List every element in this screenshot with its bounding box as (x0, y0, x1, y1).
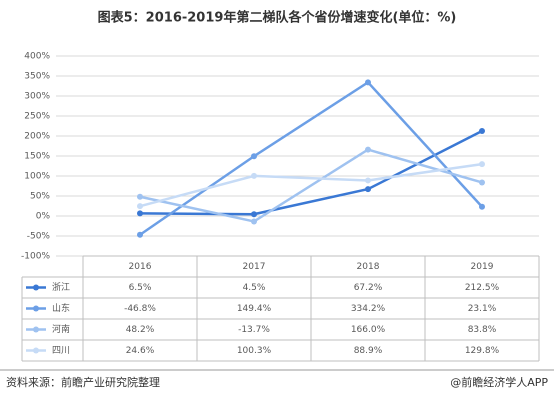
legend-label: 浙江 (52, 281, 70, 293)
table-value: 100.3% (237, 346, 272, 356)
y-tick-label: 250% (24, 112, 50, 122)
table-value: 212.5% (465, 283, 500, 293)
x-tick-label: 2016 (129, 262, 152, 272)
data-point (365, 177, 371, 184)
data-point (251, 153, 257, 160)
data-point (479, 179, 485, 186)
legend-marker (33, 305, 39, 312)
legend-marker (33, 284, 39, 291)
y-tick-label: 400% (24, 52, 50, 62)
legend-marker (33, 347, 39, 354)
source: 资料来源：前瞻产业研究院整理 (6, 375, 160, 389)
data-point (137, 231, 143, 238)
y-tick-label: 300% (24, 92, 50, 102)
table-value: 129.8% (465, 346, 500, 356)
legend-marker (33, 326, 39, 333)
data-point (479, 161, 485, 168)
brand: @前瞻经济学人APP (450, 375, 548, 389)
data-point (251, 218, 257, 225)
legend-label: 四川 (52, 346, 70, 356)
x-tick-label: 2018 (357, 262, 380, 272)
table-value: 83.8% (468, 325, 497, 335)
legend-label: 山东 (52, 302, 70, 314)
table-value: 23.1% (468, 304, 497, 314)
table-value: 334.2% (351, 304, 386, 314)
y-tick-label: 150% (24, 152, 50, 162)
legend-label: 河南 (52, 323, 70, 335)
table-value: 166.0% (351, 325, 386, 335)
table-value: 67.2% (354, 283, 383, 293)
data-point (365, 146, 371, 153)
x-tick-label: 2019 (471, 262, 494, 272)
data-point (479, 203, 485, 210)
table-value: -46.8% (124, 304, 156, 314)
series-line (139, 80, 483, 236)
series-line (139, 148, 483, 223)
y-tick-label: 200% (24, 132, 50, 142)
table-value: 48.2% (126, 325, 155, 335)
data-point (137, 193, 143, 200)
y-tick-label: 50% (30, 192, 50, 202)
data-point (137, 203, 143, 210)
table-value: 88.9% (354, 346, 383, 356)
y-tick-label: 0% (36, 212, 51, 222)
table-value: -13.7% (238, 325, 270, 335)
table-value: 4.5% (243, 283, 266, 293)
y-tick-label: -100% (21, 252, 50, 262)
data-point (251, 172, 257, 179)
series-line (139, 129, 483, 216)
x-tick-label: 2017 (243, 262, 266, 272)
chart-title: 图表5：2016-2019年第二梯队各个省份增速变化(单位：%) (98, 10, 457, 26)
data-point (479, 128, 485, 134)
table-value: 24.6% (126, 346, 155, 356)
series-line (139, 162, 483, 208)
table-value: 149.4% (237, 304, 272, 314)
table-value: 6.5% (129, 283, 152, 293)
data-point (251, 211, 257, 218)
data-point (365, 79, 371, 86)
data-point (365, 186, 371, 193)
y-tick-label: -50% (27, 232, 51, 242)
y-tick-label: 100% (24, 172, 50, 182)
y-tick-label: 350% (24, 72, 50, 82)
data-point (137, 210, 143, 217)
